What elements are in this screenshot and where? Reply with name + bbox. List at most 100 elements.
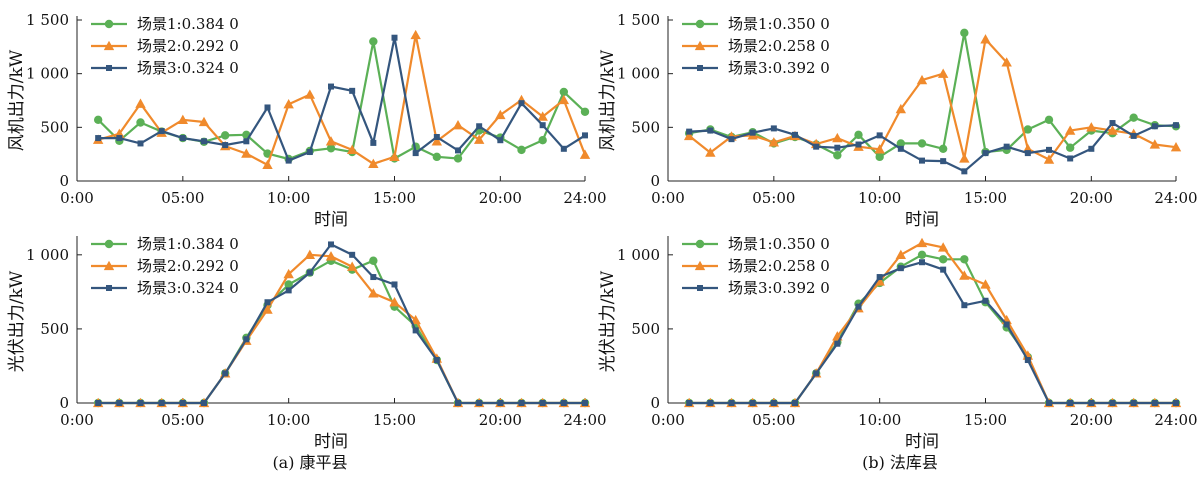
data-point: [262, 159, 273, 170]
data-point: [433, 133, 440, 140]
data-point: [285, 157, 292, 164]
data-point: [897, 265, 904, 272]
data-point: [560, 400, 567, 406]
legend-marker: [694, 260, 706, 271]
legend-marker: [695, 19, 705, 29]
series-line: [689, 121, 1177, 173]
data-point: [95, 400, 102, 406]
legend-marker: [697, 285, 703, 291]
data-point: [854, 130, 863, 140]
y-tick-label: 1 000: [617, 246, 660, 264]
data-point: [707, 127, 714, 134]
data-point: [1173, 122, 1179, 129]
y-tick-label: 500: [631, 118, 660, 136]
x-tick-label: 15:00: [373, 189, 416, 207]
data-point: [1024, 150, 1031, 157]
data-point: [728, 136, 735, 143]
data-point: [201, 138, 207, 145]
data-point: [749, 400, 756, 406]
y-tick-label: 0: [650, 172, 660, 190]
data-point: [495, 109, 506, 120]
x-tick-label: 0:00: [60, 189, 94, 207]
x-tick-label: 10:00: [267, 411, 310, 429]
data-point: [517, 145, 526, 155]
x-tick-label: 0:00: [651, 189, 685, 207]
data-point: [895, 249, 907, 259]
series-3: [686, 259, 1179, 406]
x-tick-label: 24:00: [1154, 189, 1197, 207]
series-line: [689, 253, 1176, 405]
x-tick-label: 05:00: [161, 411, 204, 429]
data-point: [855, 141, 862, 148]
data-point: [136, 118, 145, 127]
caption-a: (a) 康平县: [272, 453, 347, 472]
y-tick-label: 500: [631, 320, 660, 338]
data-point: [177, 114, 189, 124]
data-point: [897, 145, 904, 152]
legend-marker: [697, 65, 703, 71]
series-line: [689, 261, 1176, 405]
data-point: [539, 400, 546, 406]
data-point: [560, 145, 567, 152]
y-tick-label: 1 000: [26, 65, 69, 83]
data-point: [369, 37, 378, 46]
data-point: [582, 400, 588, 406]
data-point: [262, 304, 273, 314]
y-axis-title: 风机出力/kW: [7, 49, 27, 151]
data-point: [410, 314, 421, 325]
data-point: [264, 104, 271, 111]
series-2: [683, 34, 1182, 164]
y-axis-title: 光伏出力/kW: [598, 270, 618, 372]
data-point: [1003, 321, 1010, 328]
data-point: [389, 151, 400, 162]
data-point: [938, 144, 948, 153]
data-point: [241, 148, 252, 158]
y-axis-title: 光伏出力/kW: [7, 270, 27, 372]
x-tick-label: 10:00: [267, 189, 310, 207]
data-point: [1170, 141, 1182, 152]
y-tick-label: 1 000: [26, 246, 69, 264]
data-point: [1001, 57, 1012, 67]
legend: 场景1:0.384 0 场景2:0.292 0 场景3:0.324 0: [91, 235, 239, 297]
data-point: [683, 130, 695, 141]
data-point: [137, 140, 144, 147]
data-point: [326, 144, 336, 153]
data-point: [960, 255, 969, 264]
data-point: [476, 400, 483, 406]
data-point: [497, 400, 504, 406]
data-point: [346, 144, 358, 155]
data-point: [1149, 139, 1161, 149]
data-point: [304, 89, 316, 99]
data-point: [940, 158, 947, 165]
x-tick-label: 24:00: [563, 411, 606, 429]
data-point: [284, 280, 293, 289]
data-point: [770, 400, 777, 406]
data-point: [1067, 400, 1074, 406]
data-point: [749, 129, 756, 136]
legend-marker: [104, 239, 114, 249]
data-point: [283, 99, 294, 109]
data-point: [538, 136, 547, 145]
data-point: [686, 400, 693, 406]
data-point: [980, 279, 991, 289]
legend-marker: [695, 239, 705, 249]
data-point: [938, 255, 948, 264]
data-point: [937, 68, 949, 78]
legend-marker: [104, 19, 114, 29]
x-tick-label: 24:00: [563, 189, 606, 207]
data-point: [328, 83, 334, 90]
data-point: [179, 400, 186, 406]
x-tick-label: 20:00: [479, 411, 522, 429]
data-point: [1065, 143, 1075, 152]
data-point: [473, 134, 485, 144]
data-point: [368, 288, 379, 298]
data-point: [959, 153, 970, 163]
data-point: [813, 143, 820, 150]
data-point: [518, 100, 525, 107]
data-point: [349, 87, 356, 94]
data-point: [198, 116, 210, 127]
data-point: [95, 135, 102, 142]
data-point: [1044, 115, 1054, 125]
x-tick-label: 20:00: [1070, 189, 1113, 207]
data-point: [792, 131, 798, 138]
